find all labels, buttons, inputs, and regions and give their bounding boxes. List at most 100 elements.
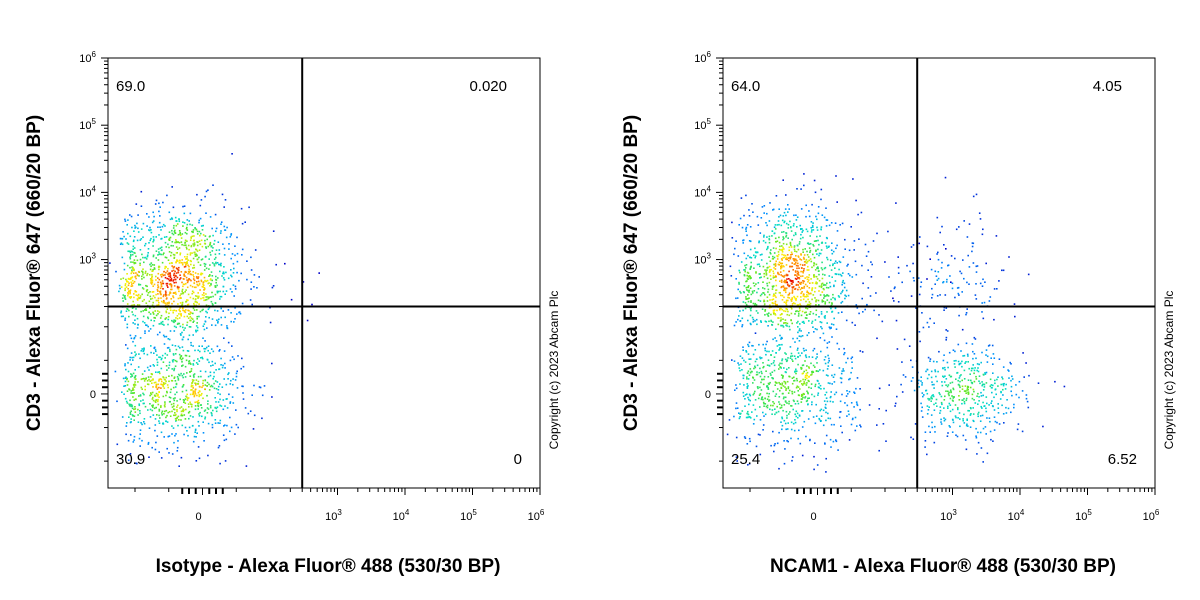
event-dot — [800, 330, 802, 332]
event-dot — [202, 234, 205, 236]
event-dot — [806, 291, 808, 294]
event-dot — [930, 396, 932, 399]
event-dot — [168, 294, 170, 296]
event-dot — [135, 308, 137, 310]
event-dot — [240, 272, 242, 275]
event-dot — [947, 264, 949, 267]
event-dot — [897, 272, 900, 274]
event-dot — [933, 409, 936, 411]
event-dot — [172, 311, 174, 314]
event-dot — [929, 358, 932, 360]
event-dot — [158, 396, 160, 398]
event-dot — [801, 410, 803, 412]
event-dot — [197, 276, 200, 278]
event-dot — [220, 221, 223, 223]
event-dot — [820, 311, 823, 313]
event-dot — [148, 229, 150, 231]
event-dot — [785, 428, 787, 431]
event-dot — [180, 261, 183, 264]
event-dot — [211, 302, 214, 305]
event-dot — [116, 400, 118, 403]
event-dot — [793, 400, 795, 403]
event-dot — [841, 291, 843, 293]
event-dot — [930, 376, 933, 379]
event-dot — [763, 205, 766, 207]
event-dot — [781, 219, 784, 222]
event-dot — [124, 319, 126, 321]
event-dot — [777, 271, 779, 274]
event-dot — [990, 357, 992, 359]
event-dot — [177, 248, 179, 250]
event-dot — [845, 395, 848, 397]
event-dot — [201, 392, 203, 395]
event-dot — [809, 282, 811, 284]
event-dot — [961, 328, 964, 331]
event-dot — [749, 322, 752, 325]
event-dot — [771, 299, 773, 301]
event-dot — [838, 348, 840, 350]
event-dot — [791, 355, 794, 357]
event-dot — [196, 295, 198, 298]
event-dot — [183, 310, 186, 313]
event-dot — [192, 391, 195, 394]
event-dot — [229, 359, 232, 362]
event-dot — [823, 294, 825, 296]
event-dot — [851, 356, 854, 358]
event-dot — [172, 353, 175, 355]
event-dot — [976, 395, 978, 397]
event-dot — [242, 385, 244, 388]
event-dot — [797, 437, 799, 440]
event-dot — [735, 321, 737, 323]
event-dot — [806, 254, 809, 256]
event-dot — [181, 281, 183, 284]
event-dot — [862, 311, 864, 313]
event-dot — [223, 378, 225, 380]
event-dot — [180, 271, 183, 273]
event-dot — [149, 307, 151, 309]
event-dot — [783, 462, 786, 465]
event-dot — [775, 276, 777, 278]
event-dot — [815, 215, 817, 218]
event-dot — [1005, 412, 1008, 414]
event-dot — [198, 457, 201, 460]
event-dot — [126, 264, 129, 267]
event-dot — [747, 413, 749, 415]
event-dot — [192, 231, 194, 234]
event-dot — [812, 229, 815, 231]
event-dot — [166, 384, 169, 386]
event-dot — [188, 334, 191, 337]
event-dot — [802, 293, 805, 295]
event-dot — [186, 372, 188, 374]
event-dot — [774, 443, 776, 445]
event-dot — [198, 415, 201, 417]
event-dot — [129, 290, 131, 292]
event-dot — [132, 282, 135, 284]
event-dot — [269, 321, 272, 324]
event-dot — [197, 363, 199, 365]
event-dot — [155, 392, 158, 395]
event-dot — [774, 292, 777, 294]
event-dot — [150, 379, 153, 382]
event-dot — [758, 343, 760, 346]
event-dot — [939, 294, 941, 296]
event-dot — [175, 240, 178, 243]
event-dot — [130, 254, 132, 257]
event-dot — [747, 254, 749, 257]
event-dot — [843, 347, 845, 350]
event-dot — [955, 228, 958, 231]
event-dot — [160, 378, 163, 381]
event-dot — [137, 414, 139, 416]
event-dot — [178, 220, 181, 223]
event-dot — [959, 386, 961, 389]
event-dot — [781, 428, 783, 431]
event-dot — [747, 396, 749, 399]
event-dot — [204, 417, 206, 420]
event-dot — [177, 379, 180, 381]
event-dot — [128, 315, 130, 318]
event-dot — [806, 314, 808, 316]
event-dot — [934, 370, 937, 373]
event-dot — [189, 278, 191, 281]
event-dot — [912, 262, 914, 265]
event-dot — [222, 243, 224, 245]
event-dot — [933, 387, 935, 389]
